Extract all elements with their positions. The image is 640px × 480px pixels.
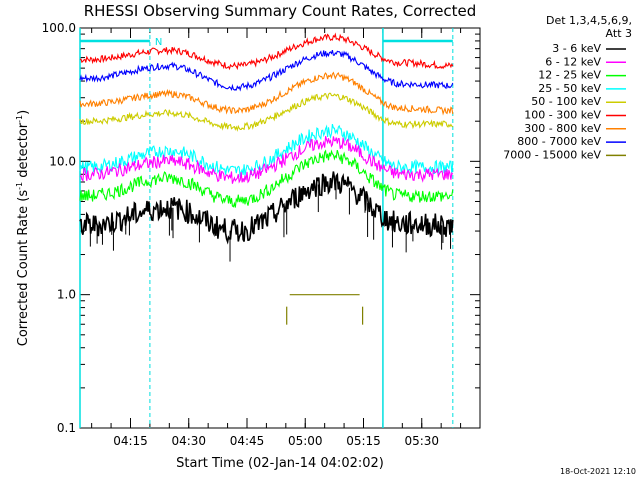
series-line [79, 149, 454, 208]
legend-label: 25 - 50 keV [538, 82, 601, 95]
legend-header-2: Att 3 [606, 27, 632, 40]
series-line [79, 49, 454, 92]
chart-title: RHESSI Observing Summary Count Rates, Co… [84, 2, 477, 20]
y-tick-label: 10.0 [49, 154, 76, 168]
x-tick-label: 04:30 [171, 434, 206, 448]
legend-label: 800 - 7000 keV [517, 135, 601, 148]
x-axis: 04:15 04:30 04:45 05:00 05:15 05:30 [91, 28, 462, 448]
y-axis-label-sup: -1 [15, 182, 24, 190]
series-line [79, 92, 454, 132]
series-line [79, 171, 454, 245]
y-axis-label-end: ) [16, 110, 31, 115]
legend-label: 300 - 800 keV [524, 122, 601, 135]
series-group [79, 32, 454, 325]
y-axis-label-main: Corrected Count Rate (s [16, 190, 31, 347]
legend-label: 50 - 100 keV [531, 95, 601, 108]
series-line [79, 32, 454, 71]
legend-label: 3 - 6 keV [552, 42, 601, 55]
x-tick-label: 05:30 [404, 434, 439, 448]
series-line [79, 136, 454, 184]
y-tick-label: 1.0 [57, 288, 76, 302]
y-axis-label: Corrected Count Rate (s-1 detector-1) [15, 110, 31, 346]
y-tick-label: 100.0 [42, 21, 76, 35]
y-axis-label-sup2: -1 [15, 115, 24, 123]
y-axis-label-mid: detector [16, 122, 31, 182]
night-markers: N [79, 28, 454, 428]
legend-label: 12 - 25 keV [538, 69, 601, 82]
x-tick-label: 05:15 [346, 434, 381, 448]
x-axis-label: Start Time (02-Jan-14 04:02:02) [176, 456, 384, 471]
series-line [79, 123, 454, 177]
y-tick-label: 0.1 [57, 421, 76, 435]
x-tick-label: 04:15 [113, 434, 148, 448]
x-tick-label: 05:00 [288, 434, 323, 448]
night-label: N [155, 37, 162, 48]
legend-header-1: Det 1,3,4,5,6,9, [546, 14, 632, 27]
footer-timestamp: 18-Oct-2021 12:10 [560, 467, 636, 476]
series-line [79, 71, 454, 116]
legend-label: 100 - 300 keV [524, 109, 601, 122]
legend-label: 6 - 12 keV [545, 55, 601, 68]
legend-label: 7000 - 15000 keV [503, 148, 601, 161]
x-tick-label: 04:45 [230, 434, 265, 448]
